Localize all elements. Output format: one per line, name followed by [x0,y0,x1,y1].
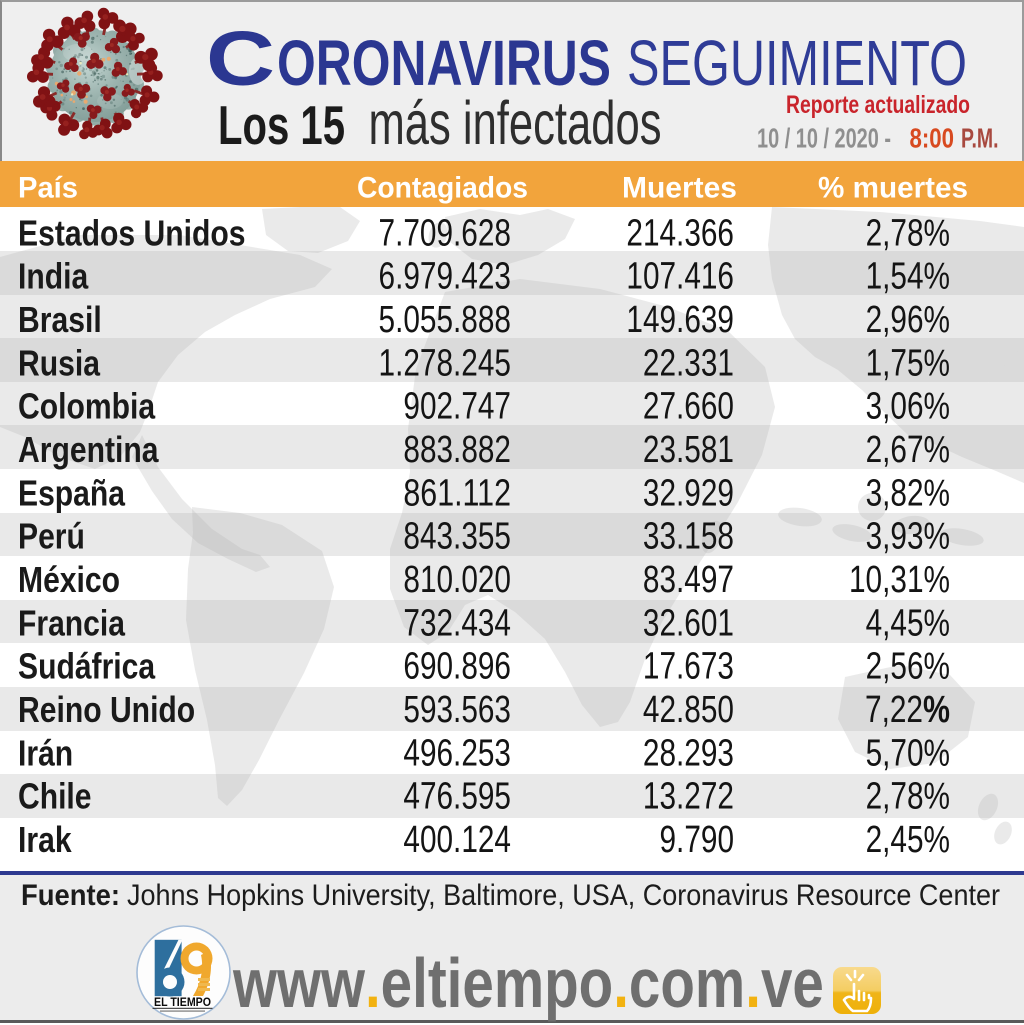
svg-text:28.293: 28.293 [643,732,734,774]
svg-text:España: España [18,472,126,513]
svg-text:10,31%: 10,31% [849,559,950,601]
svg-text:149.639: 149.639 [626,299,734,341]
svg-text:17.673: 17.673 [643,646,734,688]
svg-text:Muertes: Muertes [622,172,737,205]
svg-text:Sudáfrica: Sudáfrica [18,646,156,687]
svg-text:Irán: Irán [18,732,73,773]
svg-text:843.355: 843.355 [403,516,511,558]
svg-text:27.660: 27.660 [643,386,734,428]
svg-text:2,56%: 2,56% [866,646,950,688]
svg-text:13.272: 13.272 [643,776,734,818]
svg-text:Estados Unidos: Estados Unidos [18,212,246,253]
svg-text:107.416: 107.416 [626,256,734,298]
svg-text:10 / 10 / 2020 -: 10 / 10 / 2020 - [757,123,891,154]
svg-text:883.882: 883.882 [403,429,511,471]
svg-text:Francia: Francia [18,602,126,643]
svg-text:3,93%: 3,93% [866,516,950,558]
svg-text:México: México [18,559,120,600]
svg-text:más infectados: más infectados [369,89,662,157]
svg-text:SEGUIMIENTO: SEGUIMIENTO [627,27,967,99]
svg-text:Contagiados: Contagiados [357,172,528,205]
svg-text:EL TIEMPO: EL TIEMPO [154,995,211,1009]
svg-text:Fuente:: Fuente: [21,879,120,912]
svg-text:732.434: 732.434 [403,602,511,644]
svg-text:P.M.: P.M. [961,123,999,154]
svg-text:7.709.628: 7.709.628 [379,212,512,254]
svg-text:9.790: 9.790 [660,819,735,861]
svg-text:Reino Unido: Reino Unido [18,689,195,730]
svg-text:32.929: 32.929 [643,472,734,514]
svg-text:496.253: 496.253 [403,732,511,774]
svg-text:2,45%: 2,45% [866,819,950,861]
svg-text:23.581: 23.581 [643,429,734,471]
svg-text:Rusia: Rusia [18,342,101,383]
svg-text:3,06%: 3,06% [866,386,950,428]
svg-text:1,54%: 1,54% [866,256,950,298]
svg-text:690.896: 690.896 [403,646,511,688]
svg-text:214.366: 214.366 [626,212,734,254]
svg-text:42.850: 42.850 [643,689,734,731]
svg-text:3,82%: 3,82% [866,472,950,514]
svg-text:5.055.888: 5.055.888 [379,299,512,341]
svg-text:www.eltiempo.com.ve: www.eltiempo.com.ve [232,944,824,1022]
svg-text:Argentina: Argentina [18,429,159,470]
svg-text:Irak: Irak [18,819,72,860]
svg-text:4,45%: 4,45% [866,602,950,644]
svg-text:7,22: 7,22 [865,689,923,731]
svg-text:Chile: Chile [18,776,92,817]
svg-text:8:00: 8:00 [910,123,955,154]
svg-text:32.601: 32.601 [643,602,734,644]
svg-text:India: India [18,256,89,297]
svg-text:%: % [923,689,950,731]
svg-text:2,96%: 2,96% [866,299,950,341]
svg-text:902.747: 902.747 [403,386,511,428]
svg-text:83.497: 83.497 [643,559,734,601]
svg-text:1.278.245: 1.278.245 [379,342,512,384]
svg-text:5,70%: 5,70% [866,732,950,774]
svg-text:6.979.423: 6.979.423 [379,256,512,298]
svg-text:2,78%: 2,78% [866,776,950,818]
svg-text:Reporte actualizado: Reporte actualizado [786,91,970,119]
svg-text:33.158: 33.158 [643,516,734,558]
svg-text:C: C [206,16,275,102]
svg-text:Colombia: Colombia [18,386,156,427]
svg-text:22.331: 22.331 [643,342,734,384]
svg-text:Johns Hopkins University, Balt: Johns Hopkins University, Baltimore, USA… [127,879,1000,912]
svg-text:400.124: 400.124 [403,819,511,861]
svg-text:% muertes: % muertes [818,172,968,205]
svg-text:810.020: 810.020 [403,559,511,601]
svg-text:Los 15: Los 15 [218,94,345,156]
svg-text:Perú: Perú [18,516,85,557]
svg-text:Brasil: Brasil [18,299,102,340]
svg-text:ORONAVIRUS: ORONAVIRUS [277,27,611,99]
svg-text:1,75%: 1,75% [866,342,950,384]
svg-text:2,78%: 2,78% [866,212,950,254]
svg-text:476.595: 476.595 [403,776,511,818]
svg-text:593.563: 593.563 [403,689,511,731]
svg-text:País: País [18,172,78,205]
svg-text:2,67%: 2,67% [866,429,950,471]
svg-text:861.112: 861.112 [403,472,511,514]
